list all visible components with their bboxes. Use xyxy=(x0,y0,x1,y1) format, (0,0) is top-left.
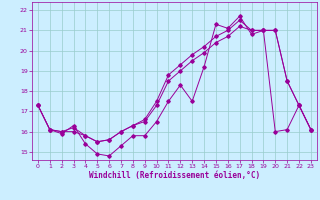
X-axis label: Windchill (Refroidissement éolien,°C): Windchill (Refroidissement éolien,°C) xyxy=(89,171,260,180)
